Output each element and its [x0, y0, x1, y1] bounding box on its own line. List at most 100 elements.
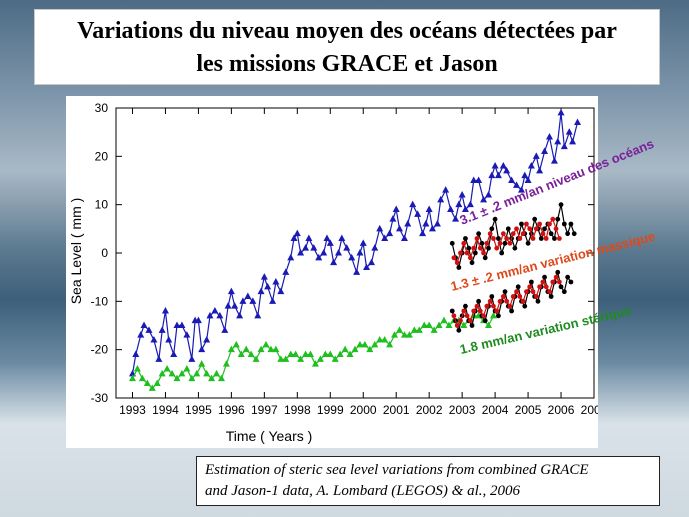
data-point-steric: [336, 350, 344, 357]
data-point-total: [236, 311, 244, 319]
data-point-total: [363, 263, 371, 270]
data-point-steric: [257, 345, 265, 353]
data-point-steric: [178, 369, 186, 377]
data-point-steric2_red: [550, 279, 556, 285]
data-point-total: [425, 205, 433, 212]
data-point-steric: [237, 350, 245, 357]
data-point-steric2_red: [491, 303, 496, 309]
data-point-total: [359, 239, 367, 246]
data-point-mass_red: [500, 231, 506, 237]
data-point-mass_black: [449, 240, 455, 246]
data-point-total: [224, 302, 232, 309]
data-point-total: [277, 287, 285, 295]
data-point-mass_black: [489, 226, 495, 232]
data-point-total: [491, 162, 499, 169]
data-point-total: [414, 210, 422, 217]
x-tick-label: 2000: [350, 403, 377, 417]
data-point-steric2_red: [556, 279, 562, 285]
data-point-steric: [242, 345, 250, 353]
data-point-total: [433, 220, 441, 227]
data-point-mass_red: [530, 236, 536, 241]
data-point-total: [574, 118, 582, 125]
data-point-steric: [193, 369, 201, 377]
data-point-steric: [400, 331, 408, 338]
data-point-steric: [435, 321, 443, 328]
data-point-steric2_red: [553, 274, 559, 280]
x-tick-label: 2005: [515, 403, 542, 417]
data-point-mass_red: [533, 226, 539, 232]
data-point-steric2_black: [469, 323, 475, 328]
data-point-total: [140, 321, 148, 328]
data-point-total: [231, 302, 239, 309]
data-point-steric: [489, 311, 497, 319]
data-point-steric2_black: [509, 308, 514, 314]
data-point-steric: [386, 340, 394, 348]
x-tick-label: 2001: [383, 403, 410, 417]
data-point-mass_black: [476, 231, 482, 237]
data-point-steric: [208, 374, 216, 382]
data-point-total: [557, 108, 565, 116]
slide-title: Variations du niveau moyen des océans dé…: [34, 9, 660, 85]
data-point-mass_red: [497, 240, 503, 246]
data-point-mass_black: [486, 245, 491, 251]
slide-title-line2: les missions GRACE et Jason: [196, 51, 498, 77]
data-point-mass_black: [456, 265, 462, 270]
data-point-total: [419, 229, 427, 237]
x-tick-label: 1995: [185, 403, 212, 417]
data-point-total: [227, 287, 235, 295]
data-point-total: [249, 297, 257, 304]
data-point-steric2_black: [463, 303, 468, 309]
data-point-mass_black: [472, 250, 478, 256]
data-point-mass_black: [561, 221, 567, 227]
x-axis-label: Time ( Years ): [226, 428, 313, 444]
data-point-steric2_red: [467, 318, 473, 324]
data-point-steric: [282, 355, 290, 362]
data-point-total: [260, 273, 268, 280]
data-point-mass_black: [479, 240, 485, 246]
chart-panel: 1993 1994 1995 1996 1997 1998 1999 2000 2001 2002…: [66, 96, 608, 448]
data-point-steric: [247, 350, 255, 357]
data-point-steric: [396, 326, 404, 333]
data-point-steric: [297, 355, 305, 362]
axes: 1993 1994 1995 1996 1997 1998 1999 2000 2001 2002…: [91, 101, 608, 417]
x-tick-label: 2002: [416, 403, 443, 417]
data-point-mass_red: [556, 236, 562, 241]
x-tick-label: 2003: [449, 403, 476, 417]
series-total: [128, 108, 582, 377]
data-point-total: [161, 307, 169, 314]
data-point-mass_red: [517, 236, 523, 241]
x-tick-label: 1994: [152, 403, 179, 417]
data-point-total: [521, 171, 529, 179]
data-point-total: [381, 234, 389, 241]
data-point-mass_black: [492, 216, 498, 222]
data-point-steric: [198, 360, 206, 367]
data-point-total: [428, 224, 436, 232]
data-point-total: [376, 224, 384, 232]
data-point-total: [524, 176, 532, 183]
data-point-steric: [227, 345, 235, 353]
data-point-total: [272, 278, 280, 285]
data-series: [128, 108, 582, 391]
data-point-steric: [232, 340, 240, 348]
data-point-mass_red: [484, 240, 490, 246]
data-point-total: [194, 316, 202, 324]
data-point-total: [203, 336, 211, 343]
data-point-mass_black: [571, 231, 577, 237]
data-point-total: [293, 229, 301, 237]
data-point-total: [488, 171, 496, 179]
data-point-total: [302, 244, 310, 251]
data-point-total: [371, 244, 379, 251]
data-point-total: [392, 205, 400, 212]
data-point-steric2_red: [520, 298, 526, 304]
data-point-steric: [133, 365, 141, 372]
data-point-total: [188, 355, 196, 362]
data-point-steric2_red: [461, 308, 467, 314]
data-point-total: [367, 258, 375, 266]
data-point-total: [470, 176, 478, 183]
data-point-total: [475, 176, 483, 183]
caption-line1: Estimation of steric sea level variation…: [205, 462, 589, 478]
data-point-mass_red: [520, 231, 526, 237]
x-tick-label: 1999: [317, 403, 344, 417]
data-point-steric2_black: [522, 303, 528, 309]
data-point-total: [513, 181, 521, 188]
